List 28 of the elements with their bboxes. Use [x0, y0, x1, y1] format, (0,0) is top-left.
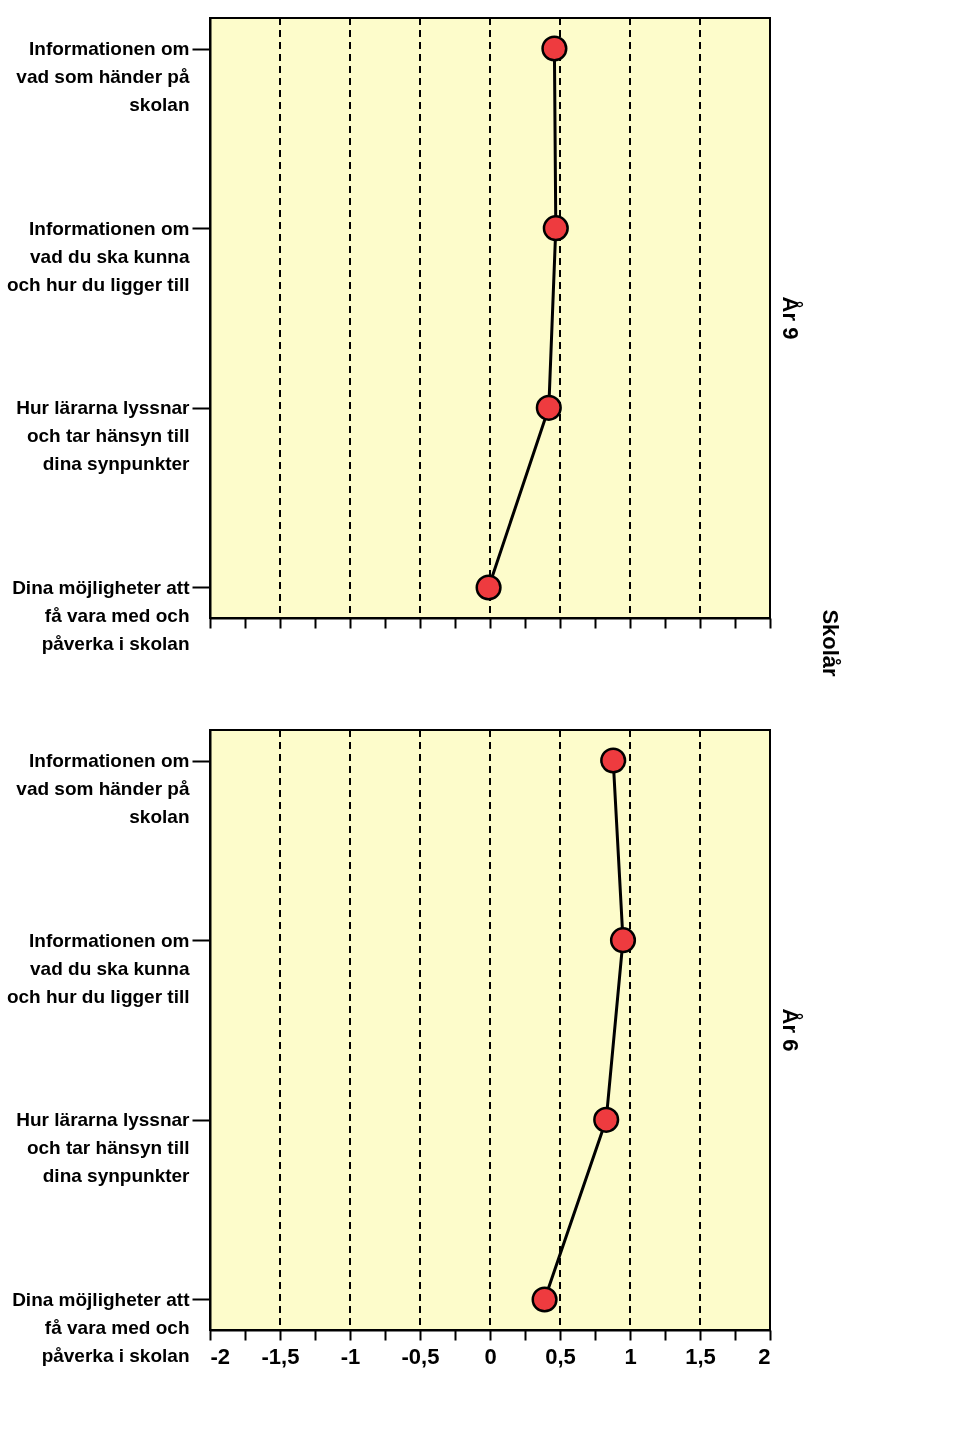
y-tick-label: Informationen om vad du ska kunna och hur du ligger till [6, 929, 190, 1007]
point [600, 747, 627, 774]
text: Skolår [818, 609, 843, 678]
y-tick-label: Hur lärarna lyssnar och tar hänsyn till dina synpunkter [16, 1109, 191, 1187]
point [475, 574, 502, 601]
x-tick-label: 0,5 [545, 1343, 576, 1369]
point [609, 927, 637, 954]
x-tick-label: 2 [758, 1343, 771, 1369]
y-tick-label: Informationen om vad du ska kunna och hur du ligger till [6, 217, 190, 295]
y-tick-label: Hur lärarna lyssnar och tar hänsyn till dina synpunkter [16, 397, 191, 475]
point [535, 394, 562, 421]
x-tick-label: 1 [624, 1343, 637, 1369]
x-tick-label: 0 [484, 1343, 497, 1369]
y-tick-label: Dina möjligheter att få vara med och påverka i skolan [12, 1288, 191, 1366]
y2-axis-title: År 6 [778, 1008, 804, 1052]
y2-axis-title: År 9 [778, 296, 804, 340]
point [593, 1106, 620, 1133]
x-tick-label: 1,5 [685, 1343, 716, 1369]
point [541, 35, 568, 62]
x-tick-label: -1,5 [261, 1343, 300, 1369]
y-tick-label: Informationen om vad som händer på skolan [16, 38, 190, 116]
x-tick-label: -2 [210, 1343, 231, 1369]
point [542, 215, 569, 242]
y-tick-label: Dina möjligheter att få vara med och påverka i skolan [12, 576, 191, 654]
point [531, 1286, 558, 1313]
y-tick-label: Informationen om vad som händer på skolan [16, 750, 190, 828]
x-tick-label: -0,5 [401, 1343, 440, 1369]
x-tick-label: -1 [340, 1343, 361, 1369]
